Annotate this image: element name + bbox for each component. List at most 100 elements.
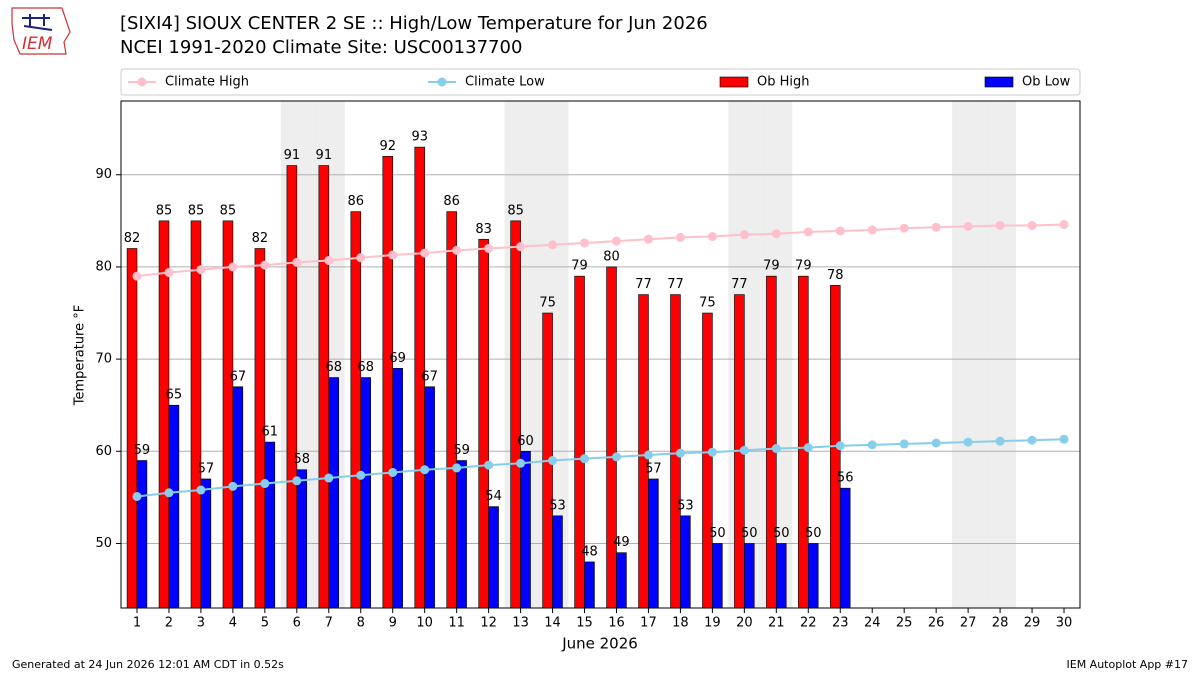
- line-marker: [292, 257, 302, 267]
- bar: [286, 165, 298, 609]
- bar: [744, 543, 755, 609]
- x-tick-label: 9: [389, 616, 397, 631]
- line-marker: [196, 485, 206, 495]
- bar: [616, 552, 627, 609]
- legend: [120, 68, 1081, 96]
- value-label: 48: [581, 544, 598, 559]
- x-tick-label: 4: [229, 616, 237, 631]
- line-marker: [420, 248, 430, 258]
- bar: [648, 478, 659, 609]
- value-label: 75: [699, 296, 716, 311]
- value-label: 77: [635, 277, 652, 292]
- line-marker: [484, 460, 494, 470]
- x-tick-label: 23: [832, 616, 849, 631]
- line-marker: [963, 221, 973, 231]
- bar: [446, 211, 457, 609]
- value-label: 91: [284, 148, 301, 163]
- value-label: 50: [741, 526, 758, 541]
- bar: [478, 238, 489, 609]
- weekend-band: [952, 101, 985, 608]
- y-tick-label: 50: [95, 536, 112, 551]
- x-tick-label: 25: [896, 616, 913, 631]
- value-label: 77: [731, 277, 748, 292]
- value-label: 75: [539, 296, 556, 311]
- bar: [488, 506, 499, 609]
- x-tick-label: 29: [1024, 616, 1041, 631]
- bar: [168, 404, 180, 609]
- weekend-band: [984, 101, 1017, 608]
- line-marker: [292, 476, 302, 486]
- value-label: 59: [453, 443, 470, 458]
- line-marker: [164, 488, 174, 498]
- line-marker: [356, 470, 366, 480]
- value-label: 58: [293, 452, 310, 467]
- line-marker: [675, 448, 685, 458]
- value-label: 68: [357, 360, 374, 375]
- bar: [392, 368, 403, 609]
- value-label: 68: [325, 360, 342, 375]
- legend-swatch: [719, 76, 749, 88]
- footer-left: Generated at 24 Jun 2026 12:01 AM CDT in…: [12, 658, 284, 671]
- bar: [350, 211, 362, 609]
- legend-swatch: [984, 76, 1014, 88]
- bar: [222, 220, 234, 609]
- value-label: 54: [485, 489, 502, 504]
- x-tick-label: 7: [325, 616, 333, 631]
- line-marker: [931, 438, 941, 448]
- line-marker: [1027, 435, 1037, 445]
- line-marker: [548, 240, 558, 250]
- value-label: 50: [773, 526, 790, 541]
- line-marker: [611, 236, 621, 246]
- logo: [11, 7, 71, 55]
- line-marker: [228, 481, 238, 491]
- x-tick-label: 5: [261, 616, 269, 631]
- line-marker: [260, 260, 270, 270]
- value-label: 77: [667, 277, 684, 292]
- chart-title: [SIXI4] SIOUX CENTER 2 SE :: High/Low Te…: [120, 13, 708, 34]
- value-label: 53: [549, 498, 566, 513]
- line-marker: [356, 253, 366, 263]
- x-tick-label: 21: [768, 616, 785, 631]
- legend-label: Climate High: [165, 75, 249, 90]
- chart-subtitle: NCEI 1991-2020 Climate Site: USC00137700: [120, 37, 522, 58]
- line-marker: [707, 232, 717, 242]
- x-tick-label: 10: [416, 616, 433, 631]
- x-tick-label: 22: [800, 616, 817, 631]
- bar: [776, 543, 787, 609]
- value-label: 85: [188, 203, 205, 218]
- value-label: 69: [389, 351, 406, 366]
- legend-swatch-marker: [137, 77, 147, 87]
- x-tick-label: 2: [165, 616, 173, 631]
- bar: [702, 312, 713, 609]
- x-tick-label: 12: [480, 616, 497, 631]
- bar: [126, 248, 138, 609]
- line-marker: [324, 255, 334, 265]
- value-label: 79: [763, 259, 780, 274]
- bar: [328, 377, 339, 609]
- x-tick-label: 17: [640, 616, 657, 631]
- bar: [232, 386, 244, 609]
- value-label: 59: [134, 443, 151, 458]
- line-marker: [707, 447, 717, 457]
- line-marker: [771, 444, 781, 454]
- line-marker: [196, 265, 206, 275]
- bar: [839, 487, 851, 609]
- line-marker: [739, 445, 749, 455]
- bar: [136, 460, 148, 609]
- line: [136, 438, 1065, 498]
- line-marker: [1027, 220, 1037, 230]
- bar: [456, 460, 467, 609]
- value-label: 67: [230, 369, 247, 384]
- x-tick-label: 24: [864, 616, 881, 631]
- footer-right: IEM Autoplot App #17: [1067, 658, 1189, 671]
- x-tick-label: 20: [736, 616, 753, 631]
- value-label: 85: [507, 203, 524, 218]
- logo-text: IEM: [22, 34, 53, 54]
- value-label: 80: [603, 249, 620, 264]
- line-marker: [132, 271, 142, 281]
- bar: [318, 165, 330, 609]
- x-tick-label: 18: [672, 616, 689, 631]
- value-label: 78: [827, 268, 844, 283]
- value-label: 67: [421, 369, 438, 384]
- value-label: 91: [316, 148, 333, 163]
